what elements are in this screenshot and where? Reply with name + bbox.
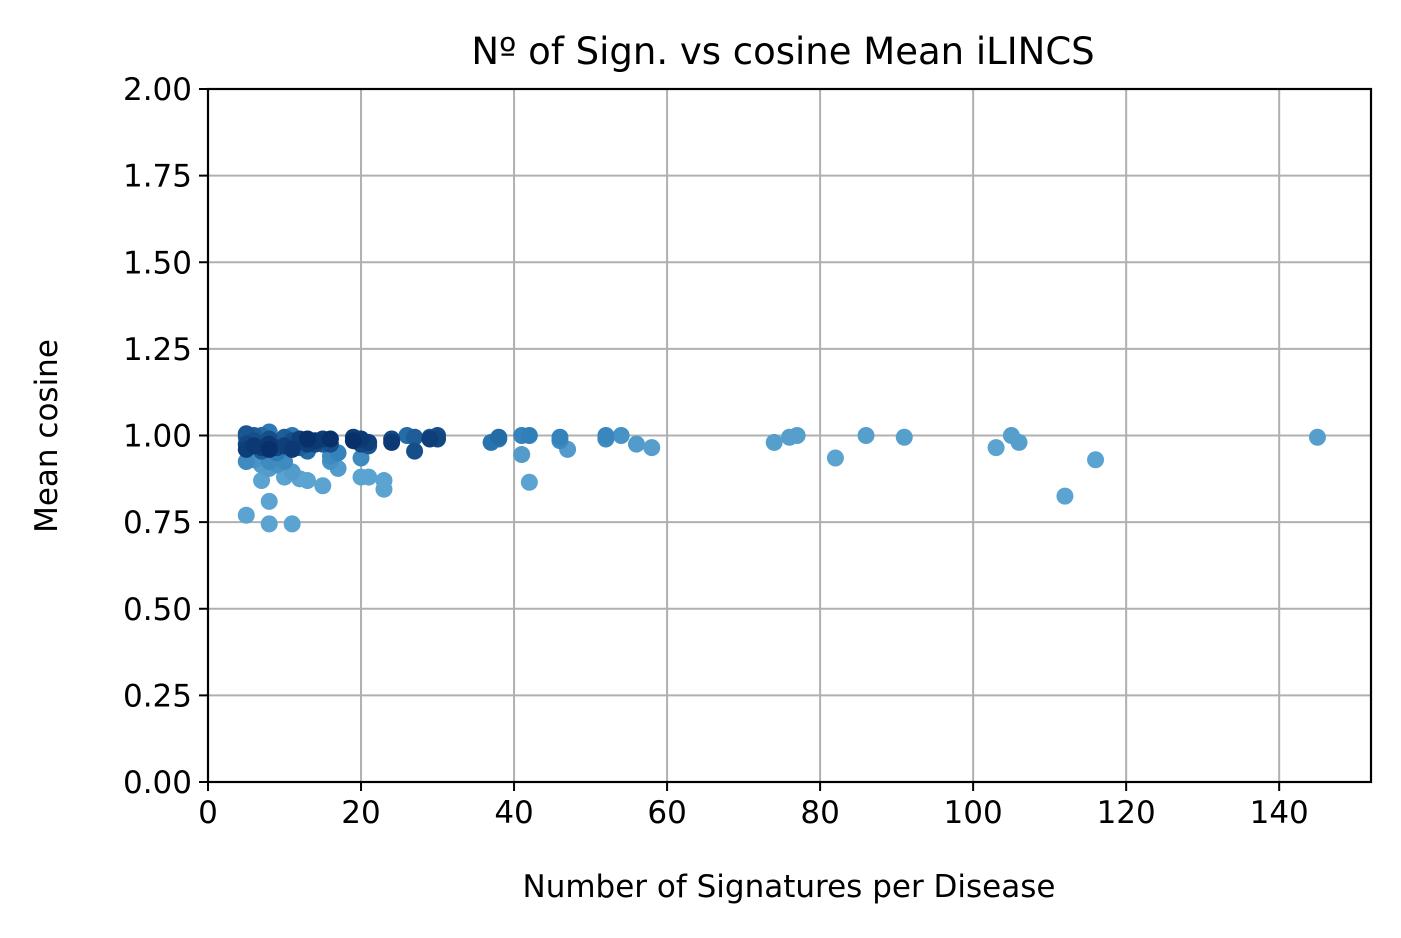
scatter-point	[826, 449, 844, 467]
scatter-point	[421, 430, 439, 448]
chart-title: Nº of Sign. vs cosine Mean iLINCS	[471, 30, 1094, 73]
scatter-point	[260, 492, 278, 510]
scatter-point	[597, 427, 615, 444]
scatter-point	[765, 433, 783, 451]
scatter-point	[383, 433, 401, 451]
scatter-point	[895, 428, 913, 446]
x-tick-label: 0	[198, 795, 218, 831]
y-tick-label: 0.25	[123, 678, 192, 714]
scatter-point	[520, 473, 538, 491]
y-tick-label: 1.75	[123, 159, 192, 195]
scatter-point	[857, 427, 875, 444]
scatter-point	[260, 515, 278, 533]
y-axis-label: Mean cosine	[29, 339, 65, 533]
scatter-point	[1010, 433, 1028, 451]
scatter-point	[520, 427, 538, 444]
scatter-point	[643, 439, 661, 457]
scatter-point	[1056, 487, 1074, 505]
x-tick-label: 20	[341, 795, 380, 831]
x-axis-ticks: 0 20 40 60 80 100 120 140	[198, 782, 1309, 831]
scatter-point	[260, 440, 278, 458]
x-tick-label: 40	[494, 795, 533, 831]
scatter-point	[237, 452, 255, 470]
scatter-point	[406, 442, 424, 460]
scatter-point	[551, 428, 569, 446]
scatter-point	[283, 440, 301, 458]
y-tick-label: 0.50	[123, 592, 192, 628]
scatter-point	[298, 430, 316, 448]
scatter-point	[490, 428, 508, 446]
scatter-point	[321, 430, 339, 448]
x-tick-label: 80	[800, 795, 839, 831]
scatter-point	[245, 437, 263, 455]
y-tick-label: 1.25	[123, 332, 192, 368]
y-tick-label: 0.75	[123, 505, 192, 541]
scatter-point	[1087, 451, 1105, 469]
scatter-point	[406, 428, 424, 446]
scatter-point	[298, 472, 316, 490]
x-tick-label: 60	[647, 795, 686, 831]
x-tick-label: 120	[1097, 795, 1156, 831]
y-axis-ticks: 0.00 0.25 0.50 0.75 1.00 1.25 1.50 1.75 2.00	[123, 72, 208, 801]
scatter-point	[788, 427, 806, 444]
x-tick-label: 100	[944, 795, 1003, 831]
scatter-point	[360, 468, 378, 486]
scatter-point	[375, 480, 393, 498]
scatter-point	[627, 435, 645, 453]
scatter-point	[344, 432, 362, 450]
x-tick-label: 140	[1250, 795, 1309, 831]
scatter-point	[253, 472, 271, 490]
scatter-point	[283, 515, 301, 533]
scatter-point	[237, 506, 255, 524]
scatter-point	[352, 449, 370, 467]
x-axis-label: Number of Signatures per Disease	[523, 869, 1056, 905]
scatter-point	[987, 439, 1005, 457]
scatter-point	[314, 477, 332, 495]
scatter-point	[1308, 428, 1326, 446]
y-tick-label: 2.00	[123, 72, 192, 108]
y-tick-label: 1.50	[123, 245, 192, 281]
y-tick-label: 1.00	[123, 419, 192, 455]
data-points	[237, 423, 1326, 533]
y-tick-label: 0.00	[123, 765, 192, 801]
scatter-point	[513, 446, 531, 464]
scatter-point	[612, 427, 630, 444]
